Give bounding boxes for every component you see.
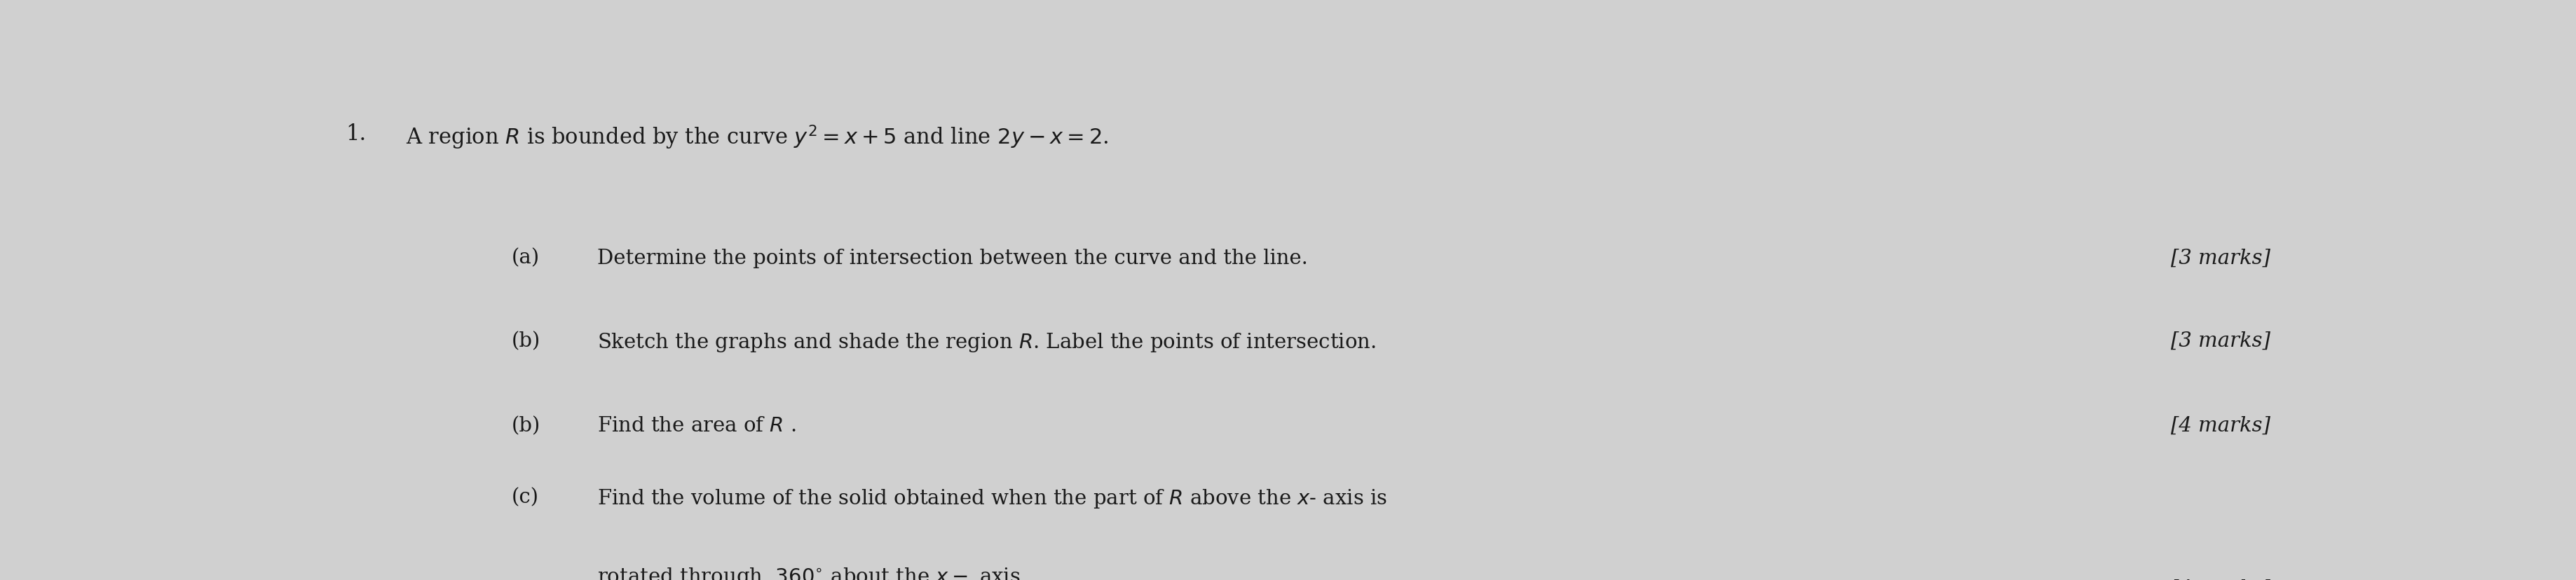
- Text: (b): (b): [513, 416, 541, 436]
- Text: Determine the points of intersection between the curve and the line.: Determine the points of intersection bet…: [598, 248, 1309, 268]
- Text: (c): (c): [513, 487, 538, 507]
- Text: Sketch the graphs and shade the region $R$. Label the points of intersection.: Sketch the graphs and shade the region $…: [598, 331, 1376, 353]
- Text: [4 marks]: [4 marks]: [2172, 416, 2269, 436]
- Text: Find the volume of the solid obtained when the part of $R$ above the $x$- axis i: Find the volume of the solid obtained wh…: [598, 487, 1388, 510]
- Text: [4 marks]: [4 marks]: [2172, 579, 2269, 580]
- Text: [3 marks]: [3 marks]: [2172, 331, 2269, 350]
- Text: (a): (a): [513, 248, 541, 268]
- Text: Find the area of $R$ .: Find the area of $R$ .: [598, 416, 796, 436]
- Text: 1.: 1.: [345, 123, 366, 145]
- Text: [3 marks]: [3 marks]: [2172, 248, 2269, 268]
- Text: (b): (b): [513, 331, 541, 350]
- Text: A region $R$ is bounded by the curve $y^{2} = x + 5$ and line $2y - x = 2$.: A region $R$ is bounded by the curve $y^…: [407, 123, 1108, 151]
- Text: rotated through  $360^{\circ}$ about the $x -$ axis.: rotated through $360^{\circ}$ about the …: [598, 566, 1025, 580]
